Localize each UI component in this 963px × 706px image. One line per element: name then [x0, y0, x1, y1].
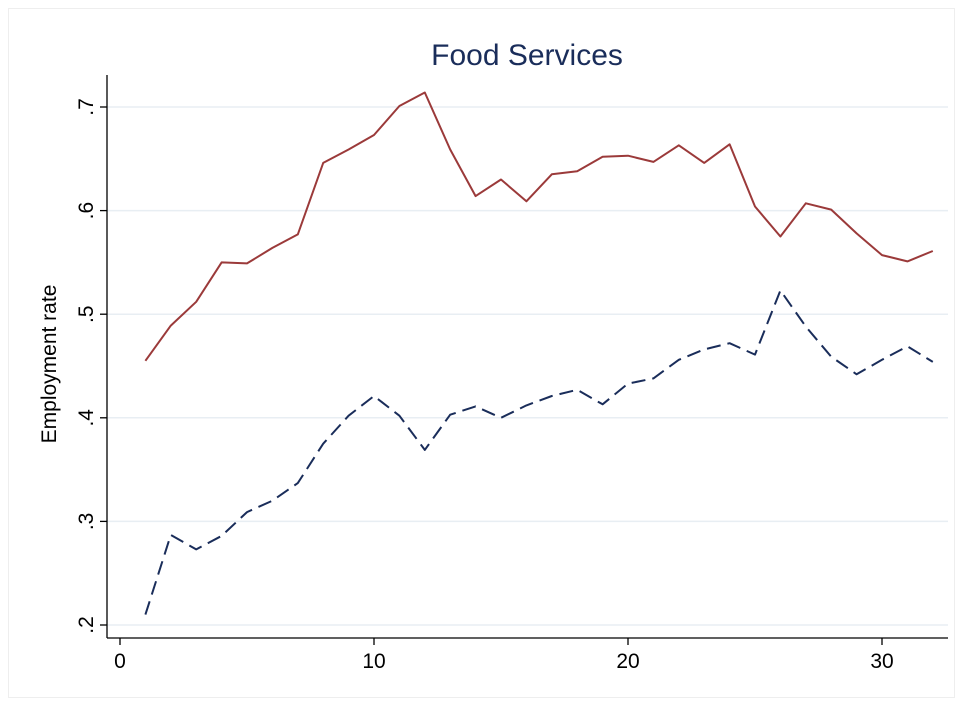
axes: [106, 75, 948, 639]
y-axis-title: Employment rate: [38, 285, 61, 444]
x-tick-label: 10: [362, 650, 385, 673]
y-tick-label: .7: [75, 98, 98, 116]
y-tick-label: .3: [75, 513, 98, 531]
x-tick-label: 30: [870, 650, 893, 673]
x-tick-label: 0: [114, 650, 126, 673]
series-line-solid: [144, 91, 934, 362]
series-lines: [144, 91, 934, 615]
y-tick-label: .4: [75, 409, 98, 427]
chart-title: Food Services: [431, 39, 623, 72]
y-axis-ticks: .2 .3 .4 .5 .6 .7: [75, 98, 107, 634]
x-axis-ticks: 0 10 20 30: [114, 638, 894, 673]
series-line-dashed: [144, 289, 934, 615]
chart-frame: [8, 8, 955, 698]
y-tick-label: .2: [75, 616, 98, 634]
y-tick-label: .6: [75, 202, 98, 220]
gridlines: [107, 106, 948, 626]
x-tick-label: 20: [616, 650, 639, 673]
y-tick-label: .5: [75, 305, 98, 323]
